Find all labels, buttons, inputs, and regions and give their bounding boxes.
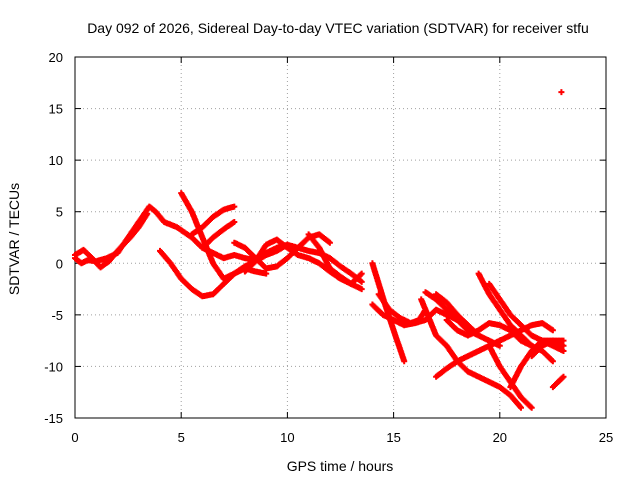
x-tick-label: 10 <box>280 430 294 445</box>
series-arc10 <box>369 260 408 365</box>
y-tick-label: 5 <box>56 205 63 220</box>
series-arc4 <box>188 203 238 238</box>
data-point <box>560 342 567 349</box>
series-arc2 <box>72 210 151 271</box>
plot-frame <box>74 56 607 419</box>
x-tick-label: 25 <box>599 430 613 445</box>
data-point <box>518 404 524 411</box>
data-point <box>263 270 270 277</box>
data-point <box>528 404 535 411</box>
y-axis-label: SDTVAR / TECUs <box>6 183 22 295</box>
y-tick-label: 15 <box>49 102 63 117</box>
data-point <box>358 286 365 293</box>
x-tick-label: 0 <box>71 430 78 445</box>
data-point <box>560 348 567 354</box>
series-arc18 <box>475 270 535 349</box>
series-arc23 <box>549 373 567 391</box>
x-tick-label: 15 <box>386 430 400 445</box>
data-point <box>496 342 503 349</box>
series-outlier <box>558 89 565 96</box>
series-arc9 <box>305 231 365 293</box>
data-point <box>549 358 556 365</box>
x-axis-ticks: 0 5 10 15 20 25 <box>71 57 613 445</box>
series-arc13 <box>418 296 524 411</box>
y-tick-label: 0 <box>56 256 63 271</box>
data-marks <box>72 89 567 411</box>
data-point <box>358 278 365 285</box>
x-tick-label: 20 <box>493 430 507 445</box>
data-point <box>560 373 567 380</box>
data-point <box>549 327 556 334</box>
data-point <box>231 219 238 225</box>
y-axis-ticks: -15 -10 -5 0 5 10 15 20 <box>44 50 606 426</box>
x-axis-label: GPS time / hours <box>287 458 394 474</box>
data-point <box>558 89 565 96</box>
data-point <box>231 203 238 210</box>
y-tick-label: 10 <box>49 153 63 168</box>
x-tick-label: 5 <box>178 430 185 445</box>
y-tick-label: -5 <box>51 308 63 323</box>
y-tick-label: -10 <box>44 359 63 374</box>
y-tick-label: 20 <box>49 50 63 65</box>
y-tick-label: -15 <box>44 411 63 426</box>
series-arc12 <box>375 291 429 327</box>
series-arc6 <box>199 219 238 251</box>
data-point <box>401 358 408 365</box>
data-point <box>144 210 151 217</box>
series-arc22 <box>528 337 567 360</box>
series-arc14 <box>422 289 482 339</box>
data-point <box>560 337 567 344</box>
series-arc7 <box>231 231 333 272</box>
data-point <box>358 270 365 277</box>
grid-lines <box>75 57 606 418</box>
data-point <box>326 239 333 246</box>
chart-title: Day 092 of 2026, Sidereal Day-to-day VTE… <box>87 20 589 36</box>
